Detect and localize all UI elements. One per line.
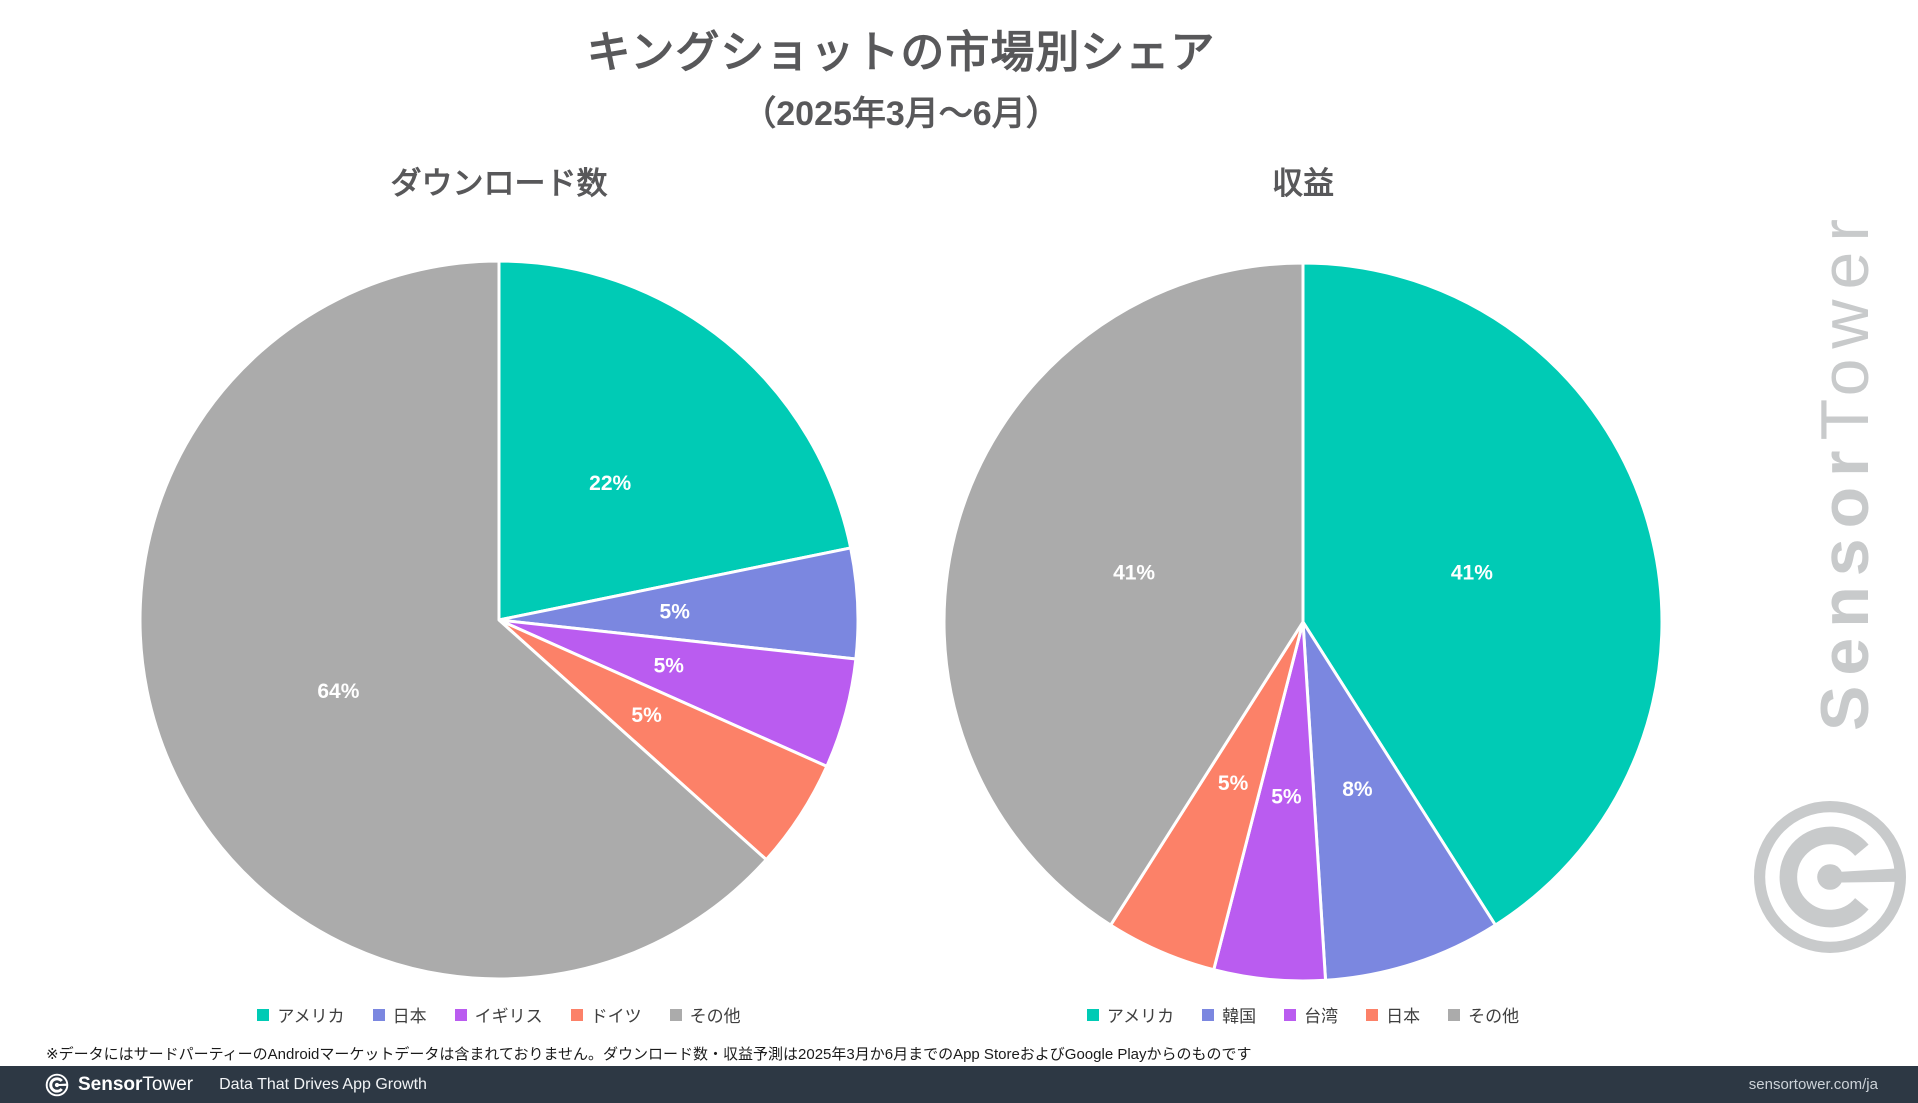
footer-tagline: Data That Drives App Growth (219, 1075, 427, 1093)
legend-item-その他: その他 (1448, 1002, 1519, 1027)
data-disclaimer: ※データにはサードパーティーのAndroidマーケットデータは含まれておりません… (46, 1046, 1252, 1063)
legend-swatch-その他 (669, 1008, 682, 1021)
pie-value-label-アメリカ: 41% (1451, 561, 1493, 584)
revenue-pie: 41% 8% 5% 5% 41% (942, 261, 1664, 983)
revenue-chart-title: 収益 (1272, 166, 1334, 201)
legend-label-日本: 日本 (1386, 1007, 1421, 1026)
footer-url: sensortower.com/ja (1748, 1076, 1878, 1093)
legend-swatch-日本 (372, 1008, 385, 1021)
legend-label-日本: 日本 (392, 1007, 427, 1026)
legend-item-韓国: 韓国 (1202, 1002, 1256, 1027)
pie-value-label-その他: 41% (1113, 561, 1155, 584)
pie-slice-アメリカ (1301, 261, 1664, 927)
pie-value-label-日本: 5% (1218, 772, 1249, 795)
pie-slice-アメリカ (497, 259, 853, 622)
pie-value-label-日本: 5% (660, 600, 691, 623)
legend-swatch-イギリス (454, 1008, 467, 1021)
revenue-legend: アメリカ 韓国 台湾 日本 その他 (923, 1002, 1683, 1027)
legend-label-その他: その他 (689, 1007, 741, 1026)
pie-value-label-韓国: 8% (1342, 778, 1373, 801)
legend-item-アメリカ: アメリカ (1086, 1002, 1175, 1027)
legend-item-イギリス: イギリス (454, 1002, 543, 1027)
legend-swatch-アメリカ (1086, 1008, 1099, 1021)
legend-label-イギリス: イギリス (474, 1007, 543, 1026)
footer-gauge-icon (45, 1073, 69, 1096)
legend-item-日本: 日本 (372, 1002, 427, 1027)
legend-swatch-ドイツ (570, 1008, 583, 1021)
legend-item-ドイツ: ドイツ (570, 1002, 642, 1027)
legend-item-アメリカ: アメリカ (257, 1002, 345, 1027)
legend-swatch-台湾 (1284, 1008, 1297, 1021)
downloads-chart-title: ダウンロード数 (390, 166, 608, 201)
legend-label-台湾: 台湾 (1304, 1007, 1339, 1026)
legend-item-日本: 日本 (1366, 1002, 1420, 1027)
legend-label-韓国: 韓国 (1222, 1007, 1257, 1026)
legend-label-ドイツ: ドイツ (590, 1007, 642, 1026)
pie-slice-韓国 (1301, 620, 1497, 982)
footer-brand-light: Tower (142, 1073, 194, 1095)
legend-swatch-韓国 (1202, 1008, 1215, 1021)
legend-swatch-アメリカ (257, 1008, 270, 1021)
page-title: キングショットの市場別シェア (586, 28, 1216, 77)
pie-value-label-ドイツ: 5% (631, 704, 662, 727)
sensor-tower-gauge-icon (1754, 801, 1906, 953)
legend-item-台湾: 台湾 (1284, 1002, 1338, 1027)
legend-item-その他: その他 (669, 1002, 741, 1027)
legend-label-その他: その他 (1468, 1007, 1520, 1026)
report-header: キングショットの市場別シェア （2025年3月〜6月） (0, 16, 1802, 135)
legend-label-アメリカ: アメリカ (277, 1007, 345, 1026)
downloads-legend: アメリカ 日本 イギリス ドイツ その他 (119, 1002, 879, 1027)
downloads-pie: 22% 5% 5% 5% 64% (138, 259, 860, 981)
pie-slice-その他 (138, 259, 768, 981)
footer-brand-bold: Sensor (78, 1073, 143, 1095)
pie-value-label-イギリス: 5% (654, 655, 685, 678)
pie-value-label-アメリカ: 22% (589, 472, 631, 495)
pie-value-label-台湾: 5% (1271, 786, 1302, 809)
legend-label-アメリカ: アメリカ (1106, 1007, 1175, 1026)
footer-brand: SensorTower (78, 1074, 193, 1096)
sensor-tower-watermark: SensorTower (1806, 209, 1884, 731)
legend-swatch-日本 (1366, 1008, 1379, 1021)
watermark-brand-bold: Sensor (1807, 440, 1883, 731)
pie-value-label-その他: 64% (317, 680, 359, 703)
legend-swatch-その他 (1448, 1008, 1461, 1021)
pie-slice-その他 (942, 261, 1305, 927)
footer-bar: SensorTower Data That Drives App Growth … (0, 1066, 1918, 1103)
watermark-brand-light: Tower (1807, 209, 1883, 441)
page-subtitle: （2025年3月〜6月） (742, 95, 1060, 133)
